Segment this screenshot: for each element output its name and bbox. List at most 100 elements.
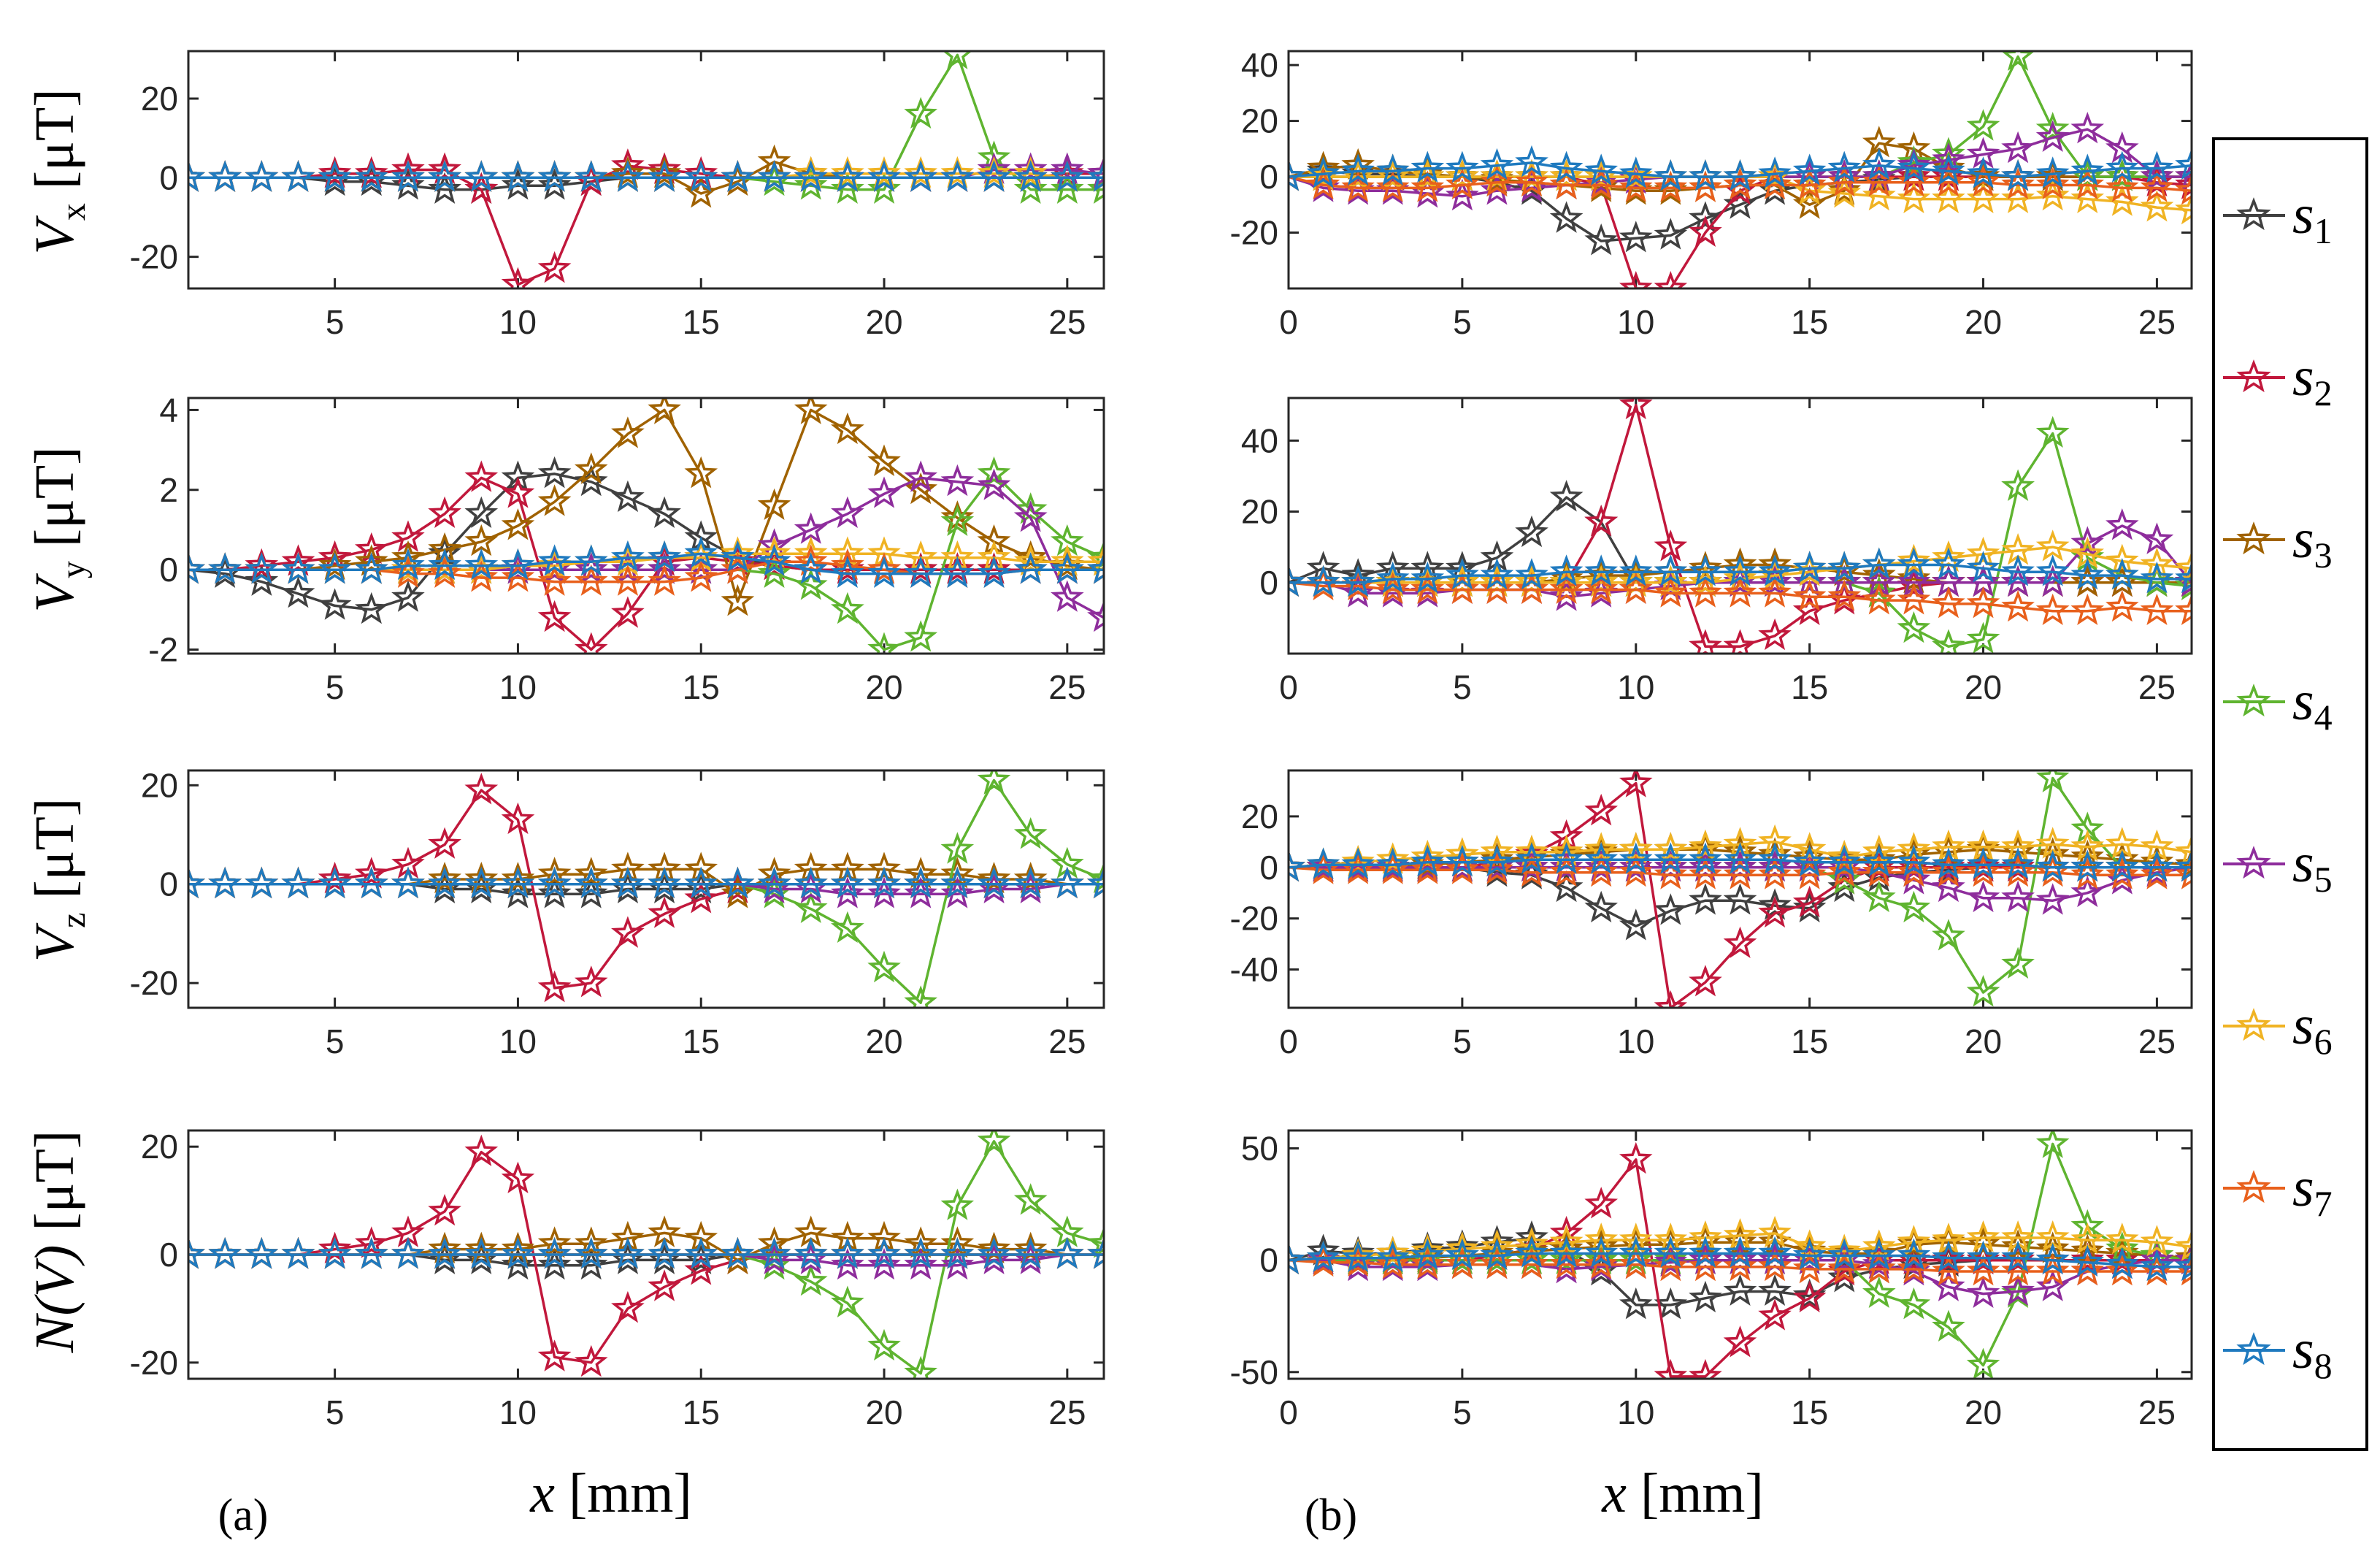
data-point-s8 — [1306, 156, 1340, 188]
data-point-s2 — [1792, 885, 1827, 918]
data-point-s7 — [1689, 1249, 1722, 1282]
data-point-s4 — [2070, 1209, 2104, 1241]
data-point-s1 — [1549, 480, 1584, 512]
data-point-s6 — [1051, 544, 1084, 576]
data-point-s3 — [721, 876, 755, 908]
data-point-s1 — [391, 580, 425, 612]
data-point-s7 — [2105, 1254, 2139, 1286]
data-point-s8 — [1966, 156, 2000, 188]
data-point-s8 — [2175, 561, 2192, 594]
x-tick-label: 20 — [1965, 1393, 2002, 1431]
data-point-s4 — [1087, 540, 1104, 573]
data-point-s8 — [245, 552, 279, 584]
y-tick-label: -40 — [1230, 951, 1278, 989]
data-point-s4 — [1862, 880, 1896, 913]
data-point-s8 — [867, 1237, 901, 1269]
data-point-s6 — [2175, 1229, 2192, 1261]
data-point-s1 — [391, 168, 425, 200]
data-point-s2 — [1723, 926, 1757, 959]
series-group — [1289, 1130, 2192, 1379]
data-point-s1 — [1723, 1274, 1757, 1306]
data-point-s7 — [1446, 572, 1479, 604]
y-tick-label: 0 — [1259, 158, 1278, 196]
data-point-s3 — [2175, 1240, 2192, 1273]
data-point-s8 — [1446, 558, 1479, 590]
data-point-s7 — [2105, 170, 2139, 202]
legend-entry-s1: s1 — [2223, 184, 2333, 251]
legend-label: s4 — [2292, 670, 2333, 738]
subplot-3-b: 0 5 10 15 20 25 -40 -20 0 20 — [1230, 769, 2193, 1060]
data-point-s4 — [2105, 159, 2139, 191]
data-point-s2 — [501, 267, 535, 288]
data-point-s4 — [2035, 770, 2070, 792]
data-point-s7 — [2175, 593, 2192, 626]
x-tick-label: 5 — [326, 668, 345, 706]
data-point-s6 — [2105, 184, 2139, 216]
data-point-s6 — [1619, 1222, 1653, 1255]
data-point-s2 — [2070, 1242, 2105, 1275]
y-tick-label: -20 — [130, 964, 178, 1002]
data-point-s8 — [1306, 1240, 1340, 1273]
data-point-s5 — [831, 1247, 864, 1280]
subplot-2-a: 5 10 15 20 25 -2 0 2 4 — [148, 391, 1105, 706]
data-point-s3 — [904, 472, 938, 505]
data-point-s5 — [867, 476, 901, 508]
legend-marker-star — [2236, 1170, 2271, 1204]
data-point-s8 — [464, 160, 499, 192]
data-point-s1 — [1792, 890, 1827, 923]
data-point-s6 — [1549, 159, 1584, 191]
x-tick-label: 5 — [1453, 303, 1472, 341]
data-point-s7 — [2001, 1254, 2035, 1286]
data-point-s5 — [1723, 849, 1757, 882]
data-point-s4 — [1051, 172, 1084, 204]
data-point-s8 — [867, 556, 901, 589]
data-point-s1 — [1689, 1280, 1722, 1313]
x-tick-label: 10 — [1617, 1022, 1654, 1060]
data-point-s7 — [428, 556, 461, 589]
data-point-s1 — [245, 564, 279, 596]
svg-text:Vx [μT]: Vx [μT] — [24, 88, 93, 254]
data-point-s2 — [2175, 167, 2192, 199]
data-point-s7 — [684, 560, 718, 592]
data-point-s8 — [354, 160, 388, 192]
data-point-s6 — [2175, 551, 2192, 583]
x-tick-label: 25 — [1048, 668, 1086, 706]
data-point-s6 — [2001, 181, 2035, 214]
data-point-s8 — [904, 866, 938, 899]
data-point-s8 — [1289, 849, 1305, 882]
data-point-s8 — [1932, 1240, 1965, 1273]
data-point-s2 — [1619, 271, 1653, 288]
data-point-s8 — [1515, 1236, 1548, 1268]
data-point-s7 — [1480, 852, 1514, 884]
data-point-s8 — [428, 866, 461, 899]
data-point-s8 — [977, 866, 1011, 899]
legend-entry-s6: s6 — [2223, 995, 2333, 1062]
data-point-s4 — [867, 632, 901, 654]
data-point-s8 — [2035, 156, 2070, 188]
data-point-s4 — [794, 1264, 828, 1296]
data-point-s3 — [1689, 551, 1722, 583]
x-tick-label: 0 — [1279, 1022, 1298, 1060]
legend-marker-star — [2236, 1332, 2271, 1366]
data-point-s7 — [648, 564, 681, 596]
x-tick-label: 20 — [865, 1393, 902, 1431]
data-point-s8 — [1376, 561, 1410, 594]
series-group — [188, 398, 1104, 654]
data-point-s6 — [1446, 159, 1479, 191]
data-point-s8 — [281, 160, 315, 192]
data-point-s7 — [1446, 1247, 1479, 1279]
data-point-s3 — [537, 857, 572, 889]
data-point-s7 — [1723, 167, 1757, 199]
series-group — [1289, 51, 2192, 288]
data-point-s8 — [2035, 1242, 2070, 1275]
data-point-s3 — [611, 852, 645, 884]
x-tick-label: 15 — [1791, 668, 1828, 706]
data-point-s8 — [1446, 150, 1479, 183]
data-point-s2 — [1654, 271, 1688, 288]
data-point-s7 — [574, 564, 608, 596]
x-tick-label: 0 — [1279, 668, 1298, 706]
data-point-s4 — [904, 1355, 938, 1379]
x-tick-label: 5 — [1453, 1393, 1472, 1431]
data-point-s8 — [1584, 153, 1619, 185]
data-point-s2 — [1723, 1325, 1757, 1358]
